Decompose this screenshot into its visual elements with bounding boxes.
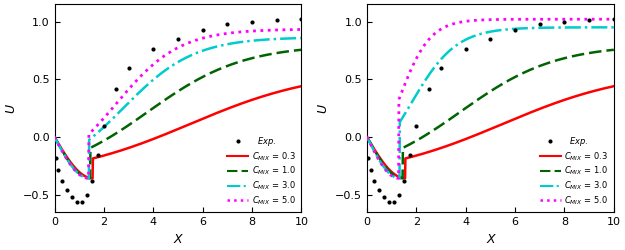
Y-axis label: U: U bbox=[317, 104, 329, 113]
X-axis label: X: X bbox=[486, 233, 495, 246]
Y-axis label: U: U bbox=[4, 104, 17, 113]
Legend:   $\it{Exp.}$, $C_{MIX}$ = 0.3, $C_{MIX}$ = 1.0, $C_{MIX}$ = 3.0, $C_{MIX}$ = 5.: $\it{Exp.}$, $C_{MIX}$ = 0.3, $C_{MIX}$ … bbox=[538, 134, 609, 208]
X-axis label: X: X bbox=[174, 233, 182, 246]
Legend:   $\it{Exp.}$, $C_{MIX}$ = 0.3, $C_{MIX}$ = 1.0, $C_{MIX}$ = 3.0, $C_{MIX}$ = 5.: $\it{Exp.}$, $C_{MIX}$ = 0.3, $C_{MIX}$ … bbox=[226, 134, 297, 208]
